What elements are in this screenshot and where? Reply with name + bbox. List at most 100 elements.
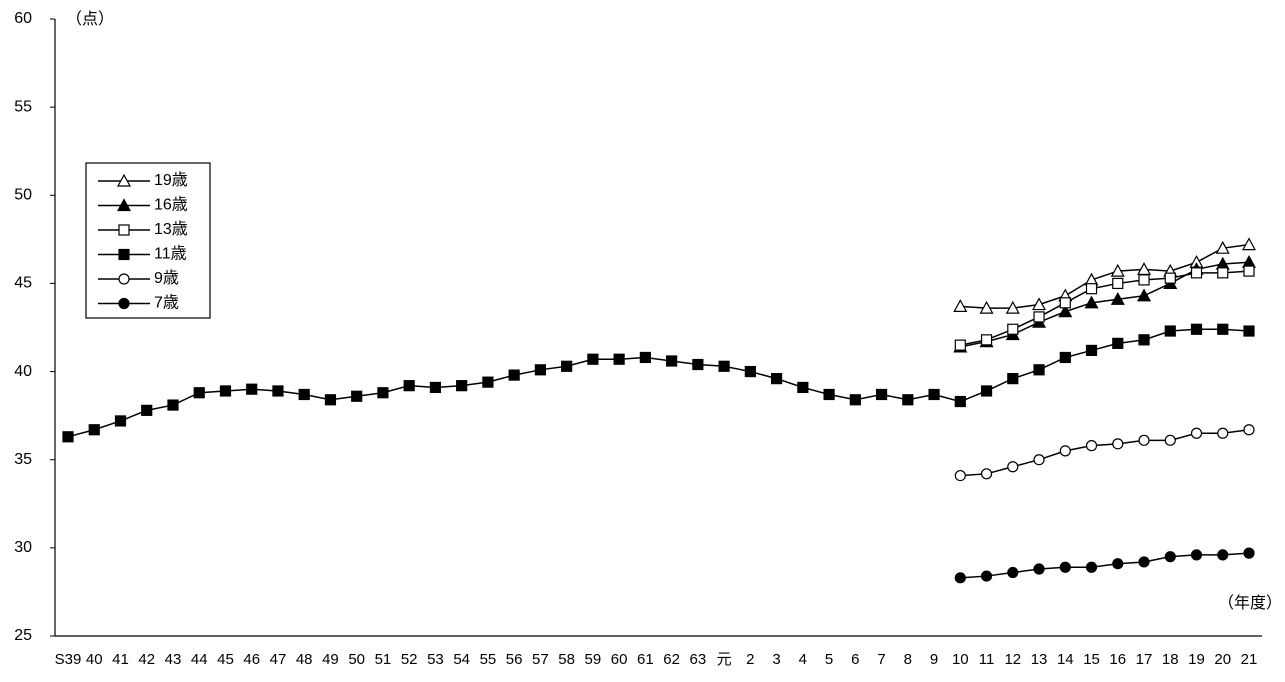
x-tick-label: 60 [611, 651, 628, 668]
data-point [167, 399, 179, 411]
y-tick-label: 50 [14, 187, 32, 204]
data-point [744, 365, 756, 378]
data-point [1112, 438, 1124, 450]
data-point [928, 388, 940, 401]
data-point [1243, 325, 1255, 337]
data-point [1059, 297, 1071, 309]
legend-label: 19歳 [154, 171, 188, 189]
x-tick-label: 46 [243, 651, 260, 668]
data-point [823, 388, 835, 401]
data-point [639, 351, 651, 364]
x-tick-label: 49 [322, 651, 339, 668]
data-point [666, 355, 678, 367]
data-point [849, 394, 861, 406]
data-point [1243, 547, 1255, 559]
data-point [980, 334, 993, 346]
data-point [1059, 561, 1071, 573]
x-tick-label: 6 [851, 651, 859, 668]
data-point [508, 369, 520, 381]
data-point [587, 353, 599, 365]
data-point [1243, 424, 1255, 436]
legend-marker [118, 273, 130, 285]
data-point [1084, 295, 1099, 309]
data-point [1033, 454, 1045, 466]
data-point [1164, 434, 1176, 446]
x-tick-label: 20 [1214, 651, 1231, 668]
data-point [88, 424, 100, 436]
data-point [1164, 325, 1176, 337]
data-point [1007, 373, 1019, 385]
x-tick-label: 43 [165, 651, 182, 668]
data-point [980, 468, 993, 480]
x-tick-label: 5 [825, 651, 833, 668]
x-tick-label: 40 [86, 651, 103, 668]
series-line [67, 328, 1250, 438]
data-point [953, 299, 968, 312]
x-tick-label: 7 [877, 651, 885, 668]
data-point [1138, 556, 1150, 568]
y-tick-label: 60 [14, 10, 32, 27]
x-tick-label: 53 [427, 651, 444, 668]
x-tick-label: 45 [217, 651, 234, 668]
x-tick-label: 41 [112, 651, 129, 668]
data-point [377, 387, 389, 399]
x-tick-label: 10 [952, 651, 969, 668]
x-tick-label: 18 [1162, 651, 1179, 668]
y-unit-label: （点） [66, 10, 114, 28]
x-tick-label: 15 [1083, 651, 1100, 668]
data-point [613, 353, 625, 365]
y-tick-label: 55 [14, 98, 32, 115]
data-point [954, 572, 966, 584]
x-tick-label: 55 [480, 651, 497, 668]
x-tick-label: 61 [637, 651, 654, 668]
data-point [980, 385, 993, 397]
data-point [1190, 267, 1203, 279]
x-tick-label: 12 [1004, 651, 1021, 668]
data-point [1112, 337, 1124, 349]
data-point [692, 358, 704, 371]
y-tick-label: 30 [14, 539, 32, 556]
data-point [1033, 364, 1045, 376]
data-point [1241, 237, 1257, 251]
x-tick-label: 44 [191, 651, 208, 668]
data-point [324, 394, 337, 406]
data-point [797, 381, 809, 394]
data-point [1033, 311, 1045, 323]
data-point [1005, 300, 1020, 314]
data-point [403, 380, 415, 392]
x-tick-label: 47 [270, 651, 287, 668]
data-point [534, 364, 547, 376]
data-point [272, 385, 284, 397]
x-tick-label: 17 [1136, 651, 1153, 668]
x-tick-label: 3 [772, 651, 780, 668]
data-point [980, 570, 993, 582]
x-unit-label: （年度） [1218, 594, 1282, 612]
data-point [246, 383, 258, 395]
data-point [1059, 351, 1071, 364]
x-tick-label: 13 [1031, 651, 1048, 668]
data-point [1007, 461, 1019, 473]
data-point [1164, 551, 1176, 563]
data-point [1215, 240, 1230, 254]
data-point [1217, 549, 1229, 561]
data-point [1217, 427, 1229, 439]
data-point [1138, 434, 1150, 446]
x-tick-label: 9 [930, 651, 938, 668]
data-point [1217, 323, 1229, 335]
data-point [1110, 263, 1125, 277]
data-point [1085, 561, 1098, 573]
data-point [351, 390, 363, 402]
legend-marker [118, 248, 130, 261]
data-point [429, 381, 442, 394]
legend-label: 9歳 [154, 269, 179, 287]
data-point [1085, 283, 1098, 295]
data-point [1085, 440, 1098, 452]
x-tick-label: 16 [1109, 651, 1126, 668]
data-point [482, 376, 494, 388]
data-point [902, 394, 914, 406]
data-point [954, 339, 966, 351]
x-tick-label: 52 [401, 651, 418, 668]
x-tick-label: 11 [979, 651, 995, 668]
x-tick-label: 56 [506, 651, 523, 668]
x-tick-label: 51 [375, 651, 392, 668]
